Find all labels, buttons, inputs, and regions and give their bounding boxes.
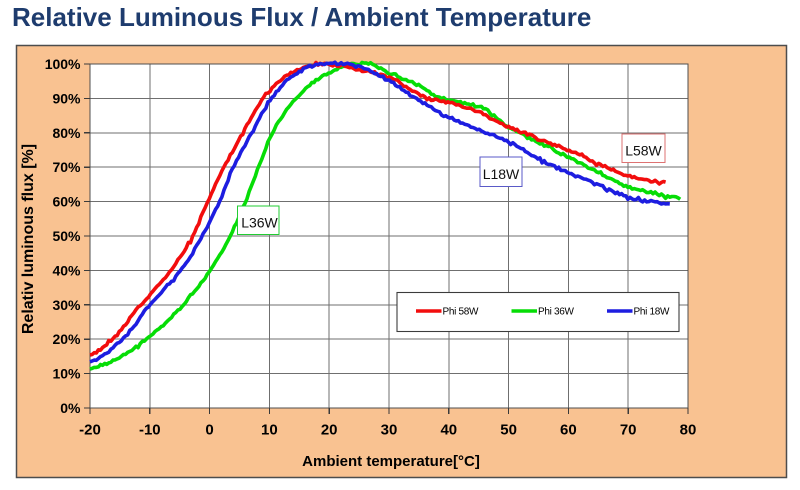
svg-text:Phi 18W: Phi 18W bbox=[634, 307, 671, 318]
svg-text:90%: 90% bbox=[52, 90, 81, 106]
svg-text:80%: 80% bbox=[52, 125, 81, 141]
svg-text:Relativ luminous flux [%]: Relativ luminous flux [%] bbox=[20, 144, 37, 334]
svg-text:70: 70 bbox=[620, 422, 637, 439]
svg-text:100%: 100% bbox=[45, 56, 81, 72]
svg-text:40%: 40% bbox=[52, 262, 81, 278]
svg-text:20%: 20% bbox=[52, 331, 81, 347]
svg-text:40: 40 bbox=[440, 422, 457, 439]
svg-text:Ambient temperature[°C]: Ambient temperature[°C] bbox=[302, 453, 480, 470]
svg-text:Phi 36W: Phi 36W bbox=[538, 307, 575, 318]
svg-text:0%: 0% bbox=[60, 400, 81, 416]
svg-text:20: 20 bbox=[321, 422, 338, 439]
svg-text:Phi 58W: Phi 58W bbox=[443, 307, 480, 318]
svg-text:30: 30 bbox=[381, 422, 398, 439]
svg-text:10%: 10% bbox=[52, 366, 81, 382]
svg-text:30%: 30% bbox=[52, 297, 81, 313]
svg-text:L18W: L18W bbox=[483, 166, 520, 182]
svg-text:70%: 70% bbox=[52, 159, 81, 175]
svg-text:50: 50 bbox=[500, 422, 517, 439]
svg-text:50%: 50% bbox=[52, 228, 81, 244]
svg-text:-10: -10 bbox=[139, 422, 161, 439]
svg-text:60%: 60% bbox=[52, 194, 81, 210]
svg-text:0: 0 bbox=[205, 422, 213, 439]
svg-text:L36W: L36W bbox=[241, 215, 278, 231]
svg-text:10: 10 bbox=[261, 422, 278, 439]
svg-text:L58W: L58W bbox=[625, 143, 662, 159]
svg-text:80: 80 bbox=[680, 422, 697, 439]
svg-text:-20: -20 bbox=[79, 422, 101, 439]
svg-text:Relative Luminous Flux / Ambie: Relative Luminous Flux / Ambient Tempera… bbox=[12, 2, 591, 32]
svg-text:60: 60 bbox=[560, 422, 577, 439]
